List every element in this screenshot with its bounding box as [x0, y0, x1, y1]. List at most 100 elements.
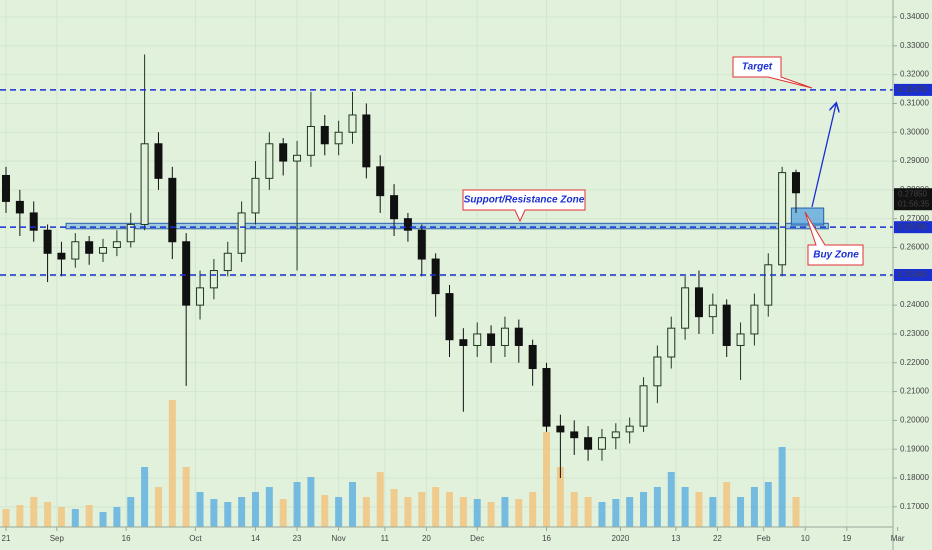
candle-body: [320, 125, 329, 145]
level-layer: [0, 89, 893, 276]
volume-bar: [487, 502, 495, 527]
volume-bar: [210, 499, 218, 527]
candle-body: [390, 195, 399, 220]
callout-text: Buy Zone: [813, 250, 859, 261]
volume-bar: [515, 499, 523, 527]
volume-bar: [154, 487, 162, 527]
volume-bar: [57, 507, 65, 527]
level-label: 0.31470: [898, 85, 927, 94]
y-tick-label: 0.20000: [900, 415, 929, 424]
candle-body: [597, 437, 606, 450]
x-tick-label: 13: [671, 534, 680, 543]
candle-body: [722, 304, 731, 346]
axes: 0.17000 0.18000 0.19000 0.20000 0.21000 0.220…: [2, 12, 932, 543]
callout-text: Support/Resistance Zone: [464, 195, 585, 206]
y-tick-label: 0.17000: [900, 502, 929, 511]
volume-bar: [681, 487, 689, 527]
volume-bar: [376, 472, 384, 527]
candle-body: [29, 212, 38, 231]
level-label: 0.25046: [898, 270, 927, 279]
volume-bar: [640, 492, 648, 527]
y-tick-label: 0.26000: [900, 243, 929, 252]
candle-body: [694, 287, 703, 318]
volume-bar: [543, 432, 551, 527]
y-tick-label: 0.19000: [900, 444, 929, 453]
last-price-label: 0.27850: [898, 189, 927, 198]
y-tick-label: 0.29000: [900, 156, 929, 165]
candle-body: [154, 143, 163, 179]
volume-bar: [695, 492, 703, 527]
candle-body: [625, 425, 634, 433]
level-label: 0.26706: [898, 222, 927, 231]
volume-bar: [556, 467, 564, 527]
candle-body: [417, 229, 426, 260]
volume-bar: [667, 472, 675, 527]
volume-bar: [584, 497, 592, 527]
volume-bar: [113, 507, 121, 527]
x-tick-label: 20: [422, 534, 431, 543]
candle-body: [708, 304, 717, 318]
candle-body: [556, 425, 565, 433]
candle-body: [750, 304, 759, 335]
volume-bar: [404, 497, 412, 527]
volume-bar: [71, 509, 79, 527]
candle-body: [431, 258, 440, 295]
candle-body: [764, 264, 773, 306]
candle-body: [265, 143, 274, 179]
candle-body: [500, 327, 509, 346]
volume-bar: [626, 497, 634, 527]
volume-bar: [293, 482, 301, 527]
candle-body: [459, 339, 468, 346]
volume-bar: [127, 497, 135, 527]
volume-bar: [473, 499, 481, 527]
candle-body: [99, 247, 108, 254]
candle-body: [71, 241, 80, 260]
volume-bar: [612, 499, 620, 527]
volume-bar: [196, 492, 204, 527]
volume-bar: [99, 512, 107, 527]
x-tick-label: Dec: [470, 534, 484, 543]
y-tick-label: 0.24000: [900, 300, 929, 309]
volume-layer: [2, 400, 800, 527]
x-tick-label: 19: [842, 534, 851, 543]
volume-bar: [182, 467, 190, 527]
volume-bar: [570, 492, 578, 527]
volume-bar: [432, 487, 440, 527]
candle-body: [223, 252, 232, 272]
y-tick-label: 0.22000: [900, 358, 929, 367]
candle-body: [487, 333, 496, 346]
candle-body: [15, 200, 24, 214]
last-price-bg: [894, 188, 932, 211]
buy-callout: Buy Zone: [804, 211, 864, 266]
volume-bar: [598, 502, 606, 527]
target-arrow: [811, 104, 836, 208]
volume-bar: [168, 400, 176, 527]
callout-box: [462, 189, 586, 223]
volume-bar: [2, 509, 10, 527]
callout-box: [804, 211, 864, 266]
callout-box: [732, 56, 813, 89]
volume-bar: [529, 492, 537, 527]
candle-body: [85, 241, 94, 254]
candle-body: [209, 270, 218, 289]
candle-body: [570, 431, 579, 439]
candle-body: [196, 287, 205, 306]
level-label-bg: [894, 83, 932, 96]
candle-body: [542, 368, 551, 427]
zone: [65, 222, 829, 230]
y-tick-label: 0.34000: [900, 12, 929, 21]
x-tick-label: Oct: [189, 534, 202, 543]
x-tick-label: 16: [542, 534, 551, 543]
candle-layer: [2, 54, 800, 479]
candle-body: [473, 333, 482, 346]
candle-body: [667, 327, 676, 358]
candle-body: [2, 174, 11, 202]
y-tick-label: 0.30000: [900, 127, 929, 136]
candle-body: [584, 437, 593, 450]
volume-bar: [141, 467, 149, 527]
volume-bar: [709, 497, 717, 527]
candle-body: [736, 333, 745, 346]
volume-bar: [321, 495, 329, 527]
candle-body: [681, 287, 690, 329]
